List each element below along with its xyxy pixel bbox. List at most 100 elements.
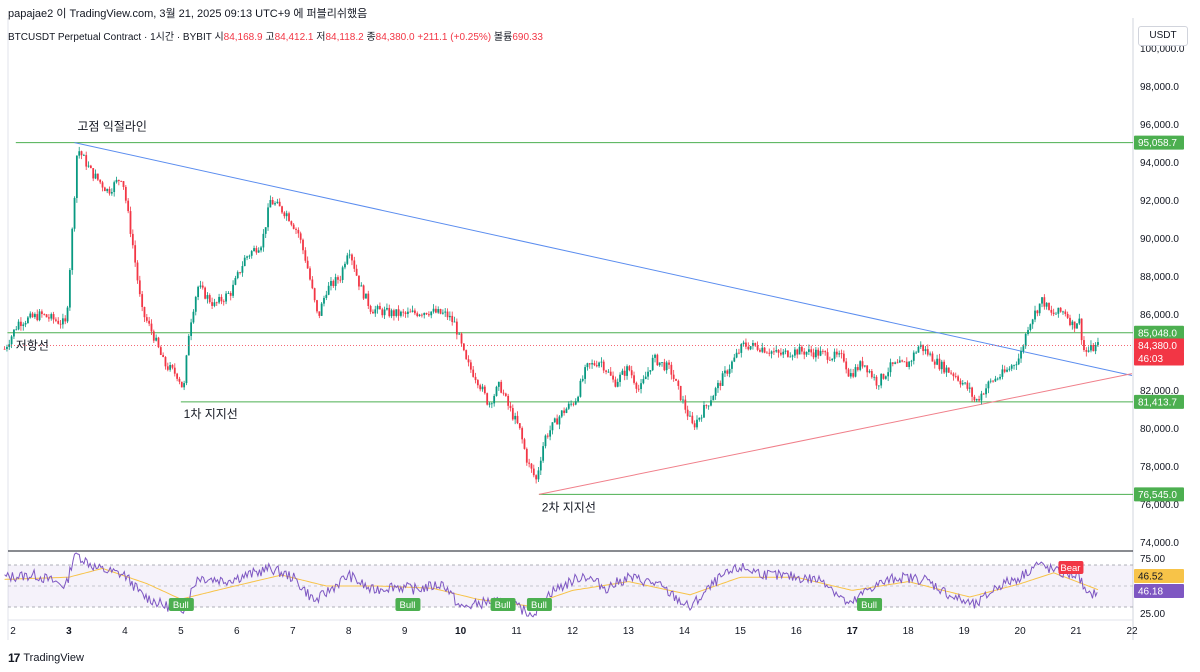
bull-signal-box — [857, 598, 883, 611]
candle-body — [628, 366, 631, 371]
candle-body — [1083, 340, 1085, 351]
candle-body — [78, 151, 81, 156]
level-price-tag-text: 76,545.0 — [1138, 490, 1177, 501]
candle-body — [591, 363, 593, 365]
candle-body — [495, 386, 498, 396]
time-axis: 2 3 4 5 6 7 8 9 10 11 12 13 14 15 16 17 18 19 20 21 22 — [10, 626, 1138, 637]
candle-body — [978, 399, 980, 401]
candle-body — [173, 367, 176, 374]
candle-body — [278, 201, 281, 207]
candle-body — [658, 362, 661, 366]
candle-body — [672, 374, 675, 379]
candle-body — [626, 366, 628, 376]
chart-annotation[interactable]: 저항선 — [16, 338, 49, 352]
time-tick-label: 11 — [511, 626, 522, 637]
legend-low-label: 저 — [316, 32, 326, 43]
candle-body — [623, 370, 626, 376]
candle-body — [222, 301, 225, 303]
chart-annotation[interactable]: 고점 익절라인 — [77, 120, 147, 134]
candle-body — [229, 293, 232, 296]
candle-body — [416, 313, 419, 317]
candle-body — [560, 410, 563, 417]
candle-body — [448, 315, 451, 318]
time-tick-label: 8 — [346, 626, 352, 637]
descending-trendline[interactable] — [74, 142, 1133, 376]
price-tick-label: 100,000.0 — [1140, 44, 1185, 55]
rsi-value-tag-text: 46.18 — [1138, 587, 1163, 598]
candle-body — [691, 415, 694, 424]
chart-annotation[interactable]: 1차 지지선 — [184, 407, 238, 421]
candle-body — [528, 462, 531, 464]
candle-body — [1006, 369, 1008, 372]
candle-body — [476, 380, 479, 386]
candle-body — [500, 381, 503, 393]
candle-body — [271, 200, 274, 205]
level-price-tag: 81,413.7 — [1134, 394, 1184, 409]
candle-body — [414, 310, 416, 314]
candle-body — [551, 422, 554, 431]
time-tick-label: 15 — [735, 626, 747, 637]
price-tick-label: 94,000.0 — [1140, 158, 1179, 169]
chart-annotation[interactable]: 2차 지지선 — [542, 500, 596, 514]
candle-body — [376, 306, 379, 310]
legend-open-label: 시 — [214, 32, 224, 43]
candle-body — [1010, 365, 1013, 369]
candle-body — [787, 350, 789, 357]
candle-body — [1020, 350, 1022, 359]
candle-body — [327, 285, 330, 295]
candle-body — [523, 439, 526, 449]
candle-body — [50, 314, 53, 319]
candle-body — [409, 311, 412, 313]
candle-body — [421, 314, 423, 316]
bull-signal-box — [395, 598, 421, 611]
candle-body — [728, 368, 731, 374]
candle-body — [159, 347, 162, 355]
candle-body — [759, 349, 761, 352]
candle-body — [362, 285, 365, 299]
candle-body — [922, 344, 925, 352]
currency-button[interactable]: USDT — [1138, 26, 1188, 46]
candle-body — [910, 360, 913, 362]
legend-symbol[interactable]: BTCUSDT Perpetual Contract · 1시간 · BYBIT — [8, 32, 212, 43]
candle-body — [148, 320, 151, 324]
candle-body — [455, 321, 458, 335]
bull-signal: Bull — [168, 598, 194, 611]
candle-body — [507, 395, 510, 406]
candle-body — [332, 280, 335, 287]
candle-body — [889, 362, 892, 373]
candle-body — [1001, 369, 1004, 377]
candle-body — [423, 312, 426, 316]
candle-body — [926, 349, 929, 355]
candle-body — [285, 213, 288, 217]
bull-signal-label: Bull — [861, 600, 877, 611]
candle-body — [663, 362, 666, 371]
candle-body — [905, 361, 908, 367]
candle-body — [64, 318, 67, 322]
candle-body — [861, 361, 864, 367]
legend-close: 84,380.0 — [375, 32, 415, 43]
candle-body — [656, 354, 659, 366]
candle-body — [621, 370, 624, 375]
candle-body — [1080, 318, 1083, 341]
candle-body — [800, 346, 803, 352]
candle-body — [369, 306, 372, 312]
candle-body — [344, 263, 346, 268]
candle-body — [933, 361, 936, 365]
candle-body — [152, 331, 155, 341]
candle-body — [1092, 345, 1095, 352]
candle-body — [1057, 307, 1060, 314]
candle-body — [1085, 350, 1088, 352]
candle-body — [493, 395, 496, 404]
candle-body — [514, 415, 517, 420]
candle-body — [985, 388, 987, 395]
ascending-trendline[interactable] — [538, 373, 1133, 495]
candle-body — [989, 380, 992, 382]
candle-body — [773, 351, 775, 353]
candle-body — [840, 353, 843, 355]
candle-body — [134, 245, 137, 263]
candle-body — [246, 256, 248, 258]
candle-body — [257, 250, 260, 253]
candle-body — [239, 272, 241, 273]
candle-body — [887, 372, 890, 377]
